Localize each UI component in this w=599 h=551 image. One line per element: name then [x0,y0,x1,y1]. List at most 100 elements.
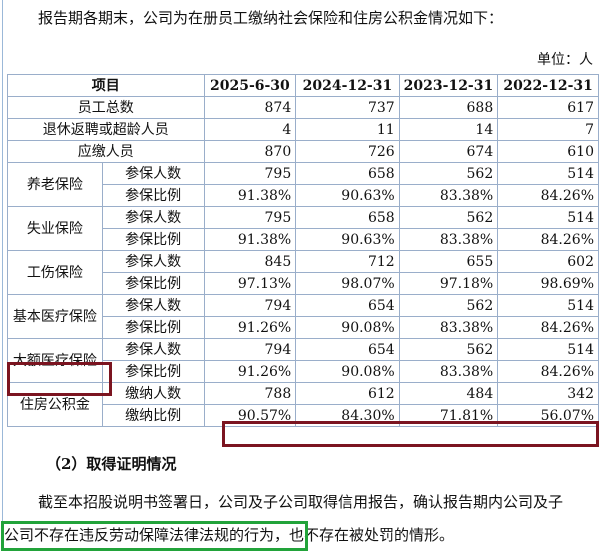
cell-value: 11 [295,118,400,141]
table-row: 大额医疗保险 参保人数 794 654 562 514 [7,338,599,383]
table-row: 应缴人员 870 726 674 610 [7,140,599,163]
section-heading: （2）取得证明情况 [46,455,177,473]
sub-label: 缴纳人数 [101,382,205,405]
cell-value: 90.08% [295,360,400,383]
cell-value: 83.38% [398,228,499,251]
cell-value: 514 [497,206,599,229]
category-label: 住房公积金 [7,382,103,427]
sub-label: 参保人数 [101,338,205,361]
cell-value: 84.26% [497,184,599,207]
table-row: 退休返聘或超龄人员 4 11 14 7 [7,118,599,141]
cell-value: 788 [203,382,297,405]
cell-value: 97.13% [203,272,297,295]
cell-value: 795 [203,162,297,185]
cell-value: 83.38% [398,360,499,383]
category-label: 大额医疗保险 [7,338,103,383]
cell-value: 90.63% [295,228,400,251]
table-row: 参保比例 91.26% 90.08% 83.38% 84.26% [8,316,599,339]
header-date: 2022-12-31 [497,74,599,97]
cell-value: 658 [295,162,400,185]
sub-label: 参保人数 [101,294,205,317]
intro-text: 报告期各期末，公司为在册员工缴纳社会保险和住房公积金情况如下： [38,9,504,27]
header-date: 2025-6-30 [203,74,297,97]
cell-value: 484 [398,382,499,405]
table-row: 养老保险 参保人数 795 658 562 514 [7,162,599,207]
cell-value: 84.26% [497,316,599,339]
cell-value: 83.38% [398,316,499,339]
cell-value: 562 [398,162,499,185]
sub-label: 参保比例 [101,360,205,383]
table-row: 基本医疗保险 参保人数 794 654 562 514 [7,294,599,339]
cell-value: 90.57% [203,404,297,427]
cell-value: 98.07% [295,272,400,295]
cell-value: 514 [497,338,599,361]
cell-value: 14 [398,118,499,141]
header-date: 2024-12-31 [295,74,400,97]
cell-value: 688 [398,96,499,119]
cell-value: 737 [295,96,400,119]
cell-value: 795 [203,206,297,229]
highlighted-statement: 公司不存在违反劳动保障法律法规的行为 [4,526,275,544]
cell-value: 91.38% [203,184,297,207]
cell-value: 654 [295,338,400,361]
cell-value: 97.18% [398,272,499,295]
cell-value: 98.69% [497,272,599,295]
cell-value: 794 [203,294,297,317]
cell-value: 91.38% [203,228,297,251]
category-label: 养老保险 [7,162,103,207]
table-row: 参保比例 91.38% 90.63% 83.38% 84.26% [8,184,599,207]
cell-value: 562 [398,338,499,361]
cell-value: 91.26% [203,360,297,383]
sub-label: 参保比例 [101,272,205,295]
paragraph-line-1: 截至本招股说明书签署日，公司及子公司取得信用报告，确认报告期内公司及子 [38,493,564,511]
cell-value: 7 [497,118,599,141]
sub-label: 参保比例 [101,228,205,251]
cell-value: 83.38% [398,184,499,207]
cell-value: 655 [398,250,499,273]
paragraph-line-2-rest: ，也不存在被处罚的情形。 [274,526,455,544]
cell-value: 4 [203,118,297,141]
category-label: 工伤保险 [7,250,103,295]
cell-value: 674 [398,140,499,163]
paragraph-line-2: 公司不存在违反劳动保障法律法规的行为，也不存在被处罚的情形。 [4,525,454,545]
cell-value: 91.26% [203,316,297,339]
cell-value: 514 [497,294,599,317]
cell-value: 342 [497,382,599,405]
table-row: 失业保险 参保人数 795 658 562 514 [7,206,599,251]
cell-value: 870 [203,140,297,163]
cell-value: 56.07% [497,404,599,427]
sub-label: 参保人数 [101,162,205,185]
table-row: 工伤保险 参保人数 845 712 655 602 [7,250,599,295]
cell-value: 610 [497,140,599,163]
cell-value: 845 [203,250,297,273]
cell-value: 84.30% [295,404,400,427]
sub-label: 参保比例 [101,316,205,339]
sub-label: 参保人数 [101,206,205,229]
category-label: 失业保险 [7,206,103,251]
cell-value: 712 [295,250,400,273]
cell-value: 726 [295,140,400,163]
cell-value: 658 [295,206,400,229]
cell-value: 90.08% [295,316,400,339]
cell-value: 617 [497,96,599,119]
table-header-row: 项目 2025-6-30 2024-12-31 2023-12-31 2022-… [7,74,599,97]
cell-value: 84.26% [497,360,599,383]
table-row: 参保比例 97.13% 98.07% 97.18% 98.69% [8,272,599,295]
unit-label: 单位：人 [537,52,593,68]
cell-value: 794 [203,338,297,361]
cell-value: 874 [203,96,297,119]
cell-value: 514 [497,162,599,185]
header-date: 2023-12-31 [398,74,499,97]
table-row: 住房公积金 缴纳人数 788 612 484 342 [7,382,599,427]
header-item: 项目 [7,74,205,97]
sub-label: 参保人数 [101,250,205,273]
cell-value: 562 [398,294,499,317]
cell-value: 90.63% [295,184,400,207]
page-left-rule [2,0,3,547]
sub-label: 参保比例 [101,184,205,207]
cell-value: 84.26% [497,228,599,251]
cell-value: 612 [295,382,400,405]
table-row: 参保比例 91.26% 90.08% 83.38% 84.26% [8,360,599,383]
row-label: 退休返聘或超龄人员 [7,118,205,141]
sub-label: 缴纳比例 [101,404,205,427]
